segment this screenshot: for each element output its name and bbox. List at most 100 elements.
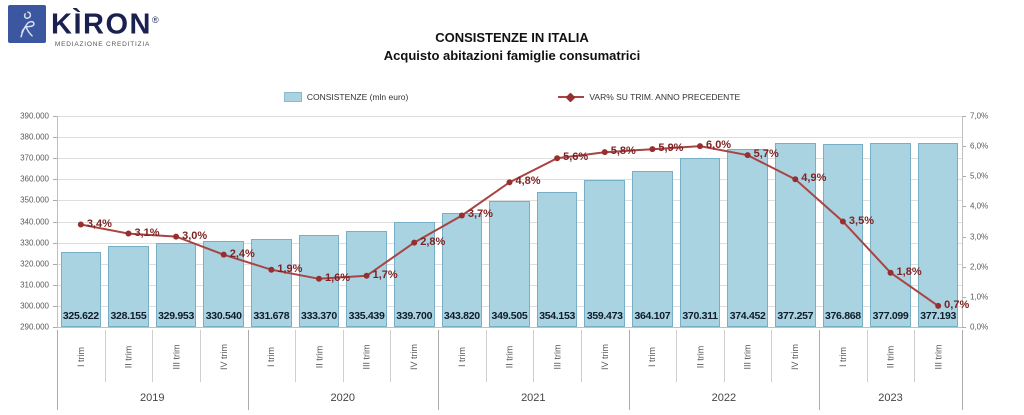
axis-tick bbox=[53, 263, 57, 265]
quarter-label-cell: I trim bbox=[57, 331, 105, 383]
quarter-label: I trim bbox=[75, 347, 86, 367]
quarter-label: II trim bbox=[123, 345, 134, 369]
y-axis-tick-label-right: 3,0% bbox=[970, 232, 989, 242]
y-axis-tick-label-right: 0,0% bbox=[970, 322, 989, 332]
quarter-separator bbox=[866, 330, 868, 382]
quarter-separator bbox=[580, 330, 582, 382]
quarter-label: I trim bbox=[647, 347, 658, 367]
bar-value-label: 377.099 bbox=[872, 310, 909, 322]
y-axis-tick-label-left: 370.000 bbox=[20, 153, 49, 163]
var-point-label: 5,9% bbox=[658, 142, 684, 155]
bar-value-label: 377.257 bbox=[777, 310, 814, 322]
quarter-label: I trim bbox=[456, 347, 467, 367]
var-point-label: 5,7% bbox=[753, 148, 779, 161]
axis-tick bbox=[53, 327, 57, 328]
bar bbox=[441, 213, 483, 327]
x-axis-line bbox=[57, 327, 962, 328]
bar bbox=[727, 148, 768, 327]
grid-line bbox=[57, 137, 962, 139]
y-axis-tick-label-right: 5,0% bbox=[970, 171, 989, 181]
quarter-label-cell: II trim bbox=[867, 331, 915, 383]
bar bbox=[584, 180, 626, 327]
year-label: 2022 bbox=[711, 392, 737, 404]
var-point bbox=[268, 266, 275, 273]
quarter-label-cell: IV trim bbox=[390, 331, 438, 383]
quarter-label: I trim bbox=[266, 347, 277, 367]
grid-line bbox=[57, 116, 962, 117]
y-axis-tick-label-left: 320.000 bbox=[20, 259, 49, 269]
grid-line bbox=[57, 158, 962, 160]
var-point bbox=[792, 176, 799, 183]
legend-item-var: VAR% SU TRIM. ANNO PRECEDENTE bbox=[558, 92, 740, 102]
line-series-swatch-icon bbox=[558, 92, 585, 102]
bar-value-label: 330.540 bbox=[205, 310, 242, 322]
year-separator bbox=[438, 330, 440, 410]
quarter-label-cell: III trim bbox=[533, 331, 581, 383]
var-point-label: 2,8% bbox=[420, 235, 446, 248]
var-point bbox=[935, 302, 942, 309]
axis-tick bbox=[962, 266, 966, 268]
bar-value-label: 376.868 bbox=[824, 310, 861, 322]
var-point bbox=[363, 272, 370, 279]
y-axis-tick-label-left: 390.000 bbox=[20, 111, 49, 121]
quarter-label: III trim bbox=[171, 344, 182, 370]
quarter-label-cell: IV trim bbox=[581, 331, 629, 383]
quarter-separator bbox=[199, 330, 201, 382]
grid-line bbox=[57, 200, 962, 202]
axis-tick bbox=[962, 116, 966, 117]
axis-tick bbox=[962, 206, 966, 208]
quarter-label-cell: III trim bbox=[152, 331, 200, 383]
var-point bbox=[697, 143, 704, 150]
chart-title: CONSISTENZE IN ITALIA bbox=[435, 30, 589, 45]
legend-item-consistenze: CONSISTENZE (mln euro) bbox=[283, 92, 408, 102]
axis-tick bbox=[962, 296, 966, 298]
var-point bbox=[125, 230, 132, 237]
var-point-label: 5,6% bbox=[563, 151, 589, 164]
quarter-separator bbox=[676, 330, 678, 382]
quarter-label: III trim bbox=[552, 344, 563, 370]
bar-value-label: 364.107 bbox=[634, 310, 671, 322]
y-axis-tick-label-left: 360.000 bbox=[20, 174, 49, 184]
year-separator bbox=[628, 330, 630, 410]
quarter-separator bbox=[152, 330, 154, 382]
chart-subtitle: Acquisto abitazioni famiglie consumatric… bbox=[383, 48, 641, 63]
var-point-label: 4,9% bbox=[801, 172, 827, 185]
quarter-label-cell: II trim bbox=[676, 331, 724, 383]
var-point-label: 3,5% bbox=[848, 214, 874, 227]
axis-tick bbox=[962, 236, 966, 238]
var-point-label: 3,7% bbox=[467, 208, 493, 221]
year-separator bbox=[819, 330, 821, 410]
quarter-label: II trim bbox=[504, 345, 515, 369]
quarter-label-cell: I trim bbox=[629, 331, 677, 383]
quarter-label: IV trim bbox=[599, 344, 610, 370]
bar bbox=[774, 142, 816, 327]
year-label: 2020 bbox=[330, 392, 356, 404]
axis-tick bbox=[53, 116, 57, 117]
year-separator bbox=[57, 330, 58, 410]
quarter-label: IV trim bbox=[218, 344, 229, 370]
quarter-label-cell: I trim bbox=[248, 331, 296, 383]
bar-value-label: 329.953 bbox=[158, 310, 194, 322]
var-point bbox=[601, 149, 608, 156]
var-point bbox=[554, 155, 561, 162]
bar bbox=[536, 191, 578, 327]
quarter-label-cell: III trim bbox=[914, 331, 962, 383]
y-axis-tick-label-left: 300.000 bbox=[20, 301, 49, 311]
bar-value-label: 377.193 bbox=[920, 310, 957, 322]
axis-tick bbox=[53, 284, 57, 286]
quarter-label-cell: I trim bbox=[819, 331, 867, 383]
var-point-label: 3,1% bbox=[134, 226, 160, 239]
quarter-label: IV trim bbox=[790, 344, 801, 370]
quarter-label-cell: III trim bbox=[343, 331, 391, 383]
bar bbox=[870, 143, 911, 327]
registered-mark-icon: ® bbox=[151, 15, 161, 25]
var-point-label: 5,8% bbox=[610, 145, 636, 158]
axis-tick bbox=[53, 242, 57, 244]
axis-tick bbox=[53, 137, 57, 139]
quarter-label-cell: IV trim bbox=[200, 331, 248, 383]
quarter-label-cell: II trim bbox=[486, 331, 534, 383]
bar-value-label: 374.452 bbox=[729, 310, 766, 322]
axis-tick bbox=[53, 158, 57, 160]
bar bbox=[108, 246, 149, 327]
year-label: 2019 bbox=[140, 392, 165, 404]
